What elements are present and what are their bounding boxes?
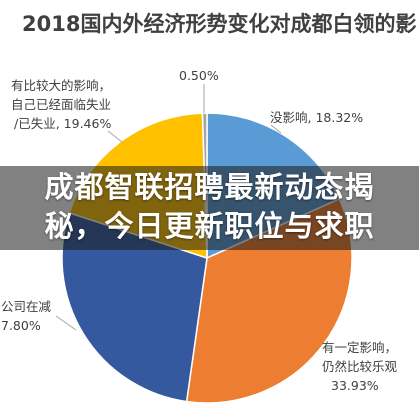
leader-line-company-reducing	[55, 315, 77, 331]
chart-title: 2018国内外经济形势变化对成都白领的影	[22, 12, 417, 36]
leader-lines	[55, 84, 282, 331]
data-label-minor-slice: 0.50%	[179, 66, 239, 85]
data-label-line: 7.80%	[1, 318, 41, 333]
leader-line-no-impact	[270, 124, 282, 134]
headline-line: 成都智联招聘最新动态揭	[44, 170, 375, 204]
data-label-some-impact: 有一定影响， 仍然比较乐观 33.93%	[322, 338, 419, 395]
data-label-line: 33.93%	[331, 378, 379, 393]
data-label-line: 0.50%	[179, 68, 219, 83]
data-label-line: 没影响, 18.32%	[270, 110, 364, 125]
data-label-no-impact: 没影响, 18.32%	[270, 108, 410, 127]
data-label-line: 自己已经面临失业	[11, 97, 112, 112]
data-label-line: 有一定影响，	[322, 340, 398, 355]
data-label-line: 公司在减	[1, 299, 52, 314]
data-label-line: /已失业, 19.46%	[14, 116, 112, 131]
data-label-company-reducing: 公司在减 7.80%	[1, 297, 63, 335]
data-label-line: 仍然比较乐观	[322, 359, 398, 374]
leader-line-major-impact	[107, 130, 123, 143]
headline-line: 秘，今日更新职位与求职	[44, 209, 375, 243]
headline-banner: 成都智联招聘最新动态揭 秘，今日更新职位与求职	[0, 166, 419, 250]
data-label-line: 有比较大的影响，	[11, 78, 112, 93]
pie-slices	[61, 112, 353, 404]
data-label-major-impact: 有比较大的影响， 自己已经面临失业 /已失业, 19.46%	[11, 76, 123, 133]
